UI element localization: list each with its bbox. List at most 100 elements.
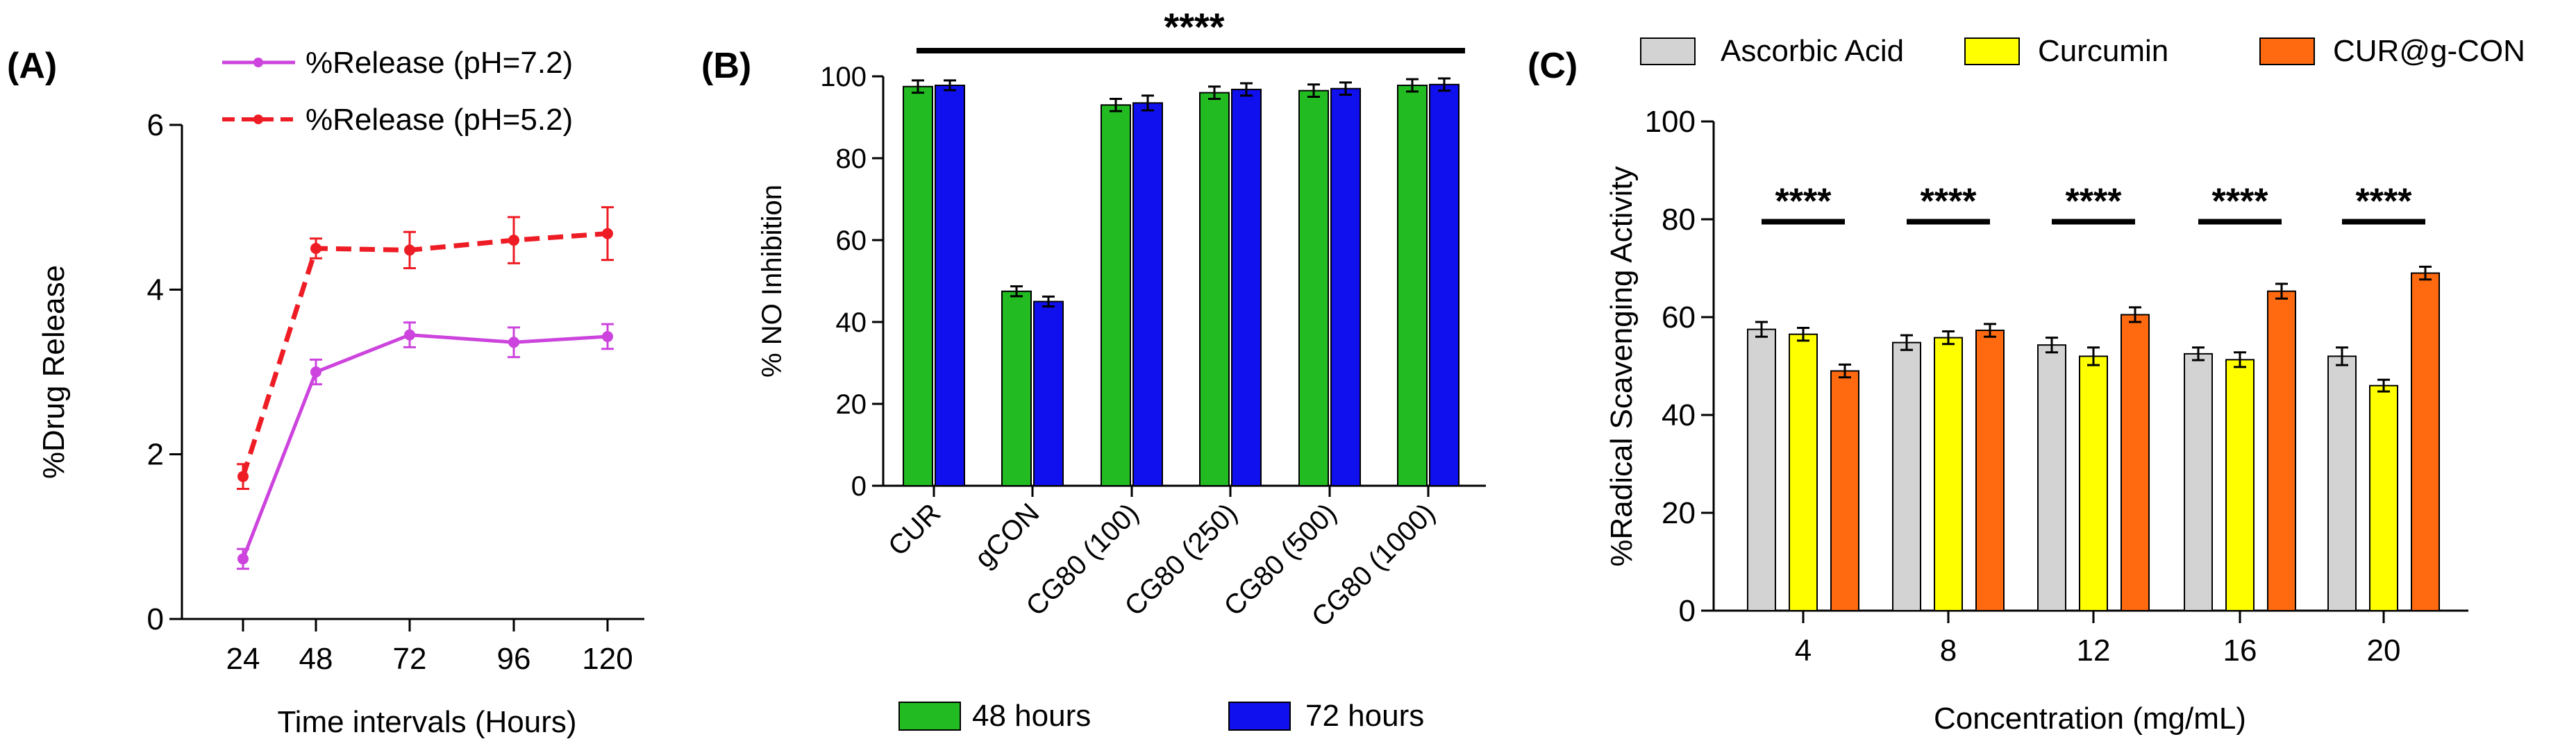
significance-stars: **** [2066, 182, 2123, 222]
bar-72h [1132, 102, 1163, 487]
panel-c-x-tick-label: 4 [1795, 634, 1812, 668]
legend-swatch-ascorbic [1640, 37, 1696, 65]
panel-a-x-ticks: 24 48 72 96 120 [226, 619, 633, 676]
significance-stars: **** [2356, 182, 2413, 222]
data-point [310, 243, 321, 254]
panel-c-x-tick-label: 12 [2077, 634, 2111, 668]
panel-b-y-tick-label: 80 [836, 144, 867, 174]
bar-ascorbic [2184, 353, 2213, 611]
bar-72h [935, 84, 965, 487]
panel-a-label: (A) [7, 46, 57, 86]
panel-c-y-label: %Radical Scavenging Activity [1605, 166, 1639, 566]
bar-curg [2267, 290, 2296, 611]
panel-c: (C) 0 20 40 60 80 100 4 8 12 16 20 **** **** **** **… [1528, 34, 2525, 736]
panel-a-legend: %Release (pH=7.2) %Release (pH=5.2) [222, 46, 573, 137]
bar-curcumin [2369, 384, 2398, 611]
data-point [508, 235, 519, 246]
legend-label-curg: CUR@g-CON [2333, 34, 2525, 68]
data-point [310, 366, 321, 378]
panel-a-y-tick-label: 0 [147, 602, 164, 636]
significance-stars: **** [1921, 182, 1977, 222]
panel-c-y-tick-label: 40 [1662, 398, 1696, 432]
bar-ascorbic [2327, 355, 2357, 612]
panel-c-x-tick-label: 20 [2367, 634, 2401, 668]
legend-label-ph52: %Release (pH=5.2) [306, 103, 573, 137]
data-point [404, 244, 415, 256]
panel-a-x-tick-label: 48 [299, 642, 333, 676]
legend-swatch-curcumin [1964, 37, 2020, 65]
panel-a-y-tick-label: 4 [147, 273, 164, 307]
significance-stars: **** [2212, 182, 2269, 222]
panel-a-x-tick-label: 24 [226, 642, 260, 676]
bar-48h [903, 85, 933, 486]
panel-a-x-tick-label: 96 [497, 642, 531, 676]
data-point [602, 330, 613, 342]
bar-72h [1033, 300, 1064, 486]
panel-b-y-tick-label: 40 [836, 307, 867, 338]
data-point [404, 329, 415, 341]
legend-swatch-curg [2259, 37, 2315, 65]
data-point [508, 337, 519, 348]
bar-48h [1101, 104, 1131, 487]
panel-b-y-tick-label: 60 [836, 226, 867, 256]
panel-b-x-tick-label: gCON [969, 498, 1046, 574]
panel-b-y-ticks: 0 20 40 60 80 100 [820, 62, 883, 502]
panel-c-y-tick-label: 20 [1662, 496, 1696, 530]
panel-b-x-tick-label: CUR [883, 498, 946, 561]
bar-curg [1975, 330, 2005, 611]
bar-72h [1429, 83, 1460, 487]
bar-ascorbic [2037, 344, 2066, 611]
bar-curcumin [1934, 337, 1963, 611]
bar-curg [2121, 314, 2150, 611]
bar-72h [1231, 88, 1262, 486]
bar-curcumin [2079, 355, 2108, 612]
bar-curg [1830, 370, 1859, 611]
panel-b-y-tick-label: 100 [820, 62, 867, 92]
panel-a-x-tick-label: 72 [393, 642, 427, 676]
bar-48h [1298, 90, 1329, 486]
panel-c-label: (C) [1528, 46, 1578, 86]
panel-b-y-label: % NO Inhibition [757, 185, 787, 378]
panel-a-x-label: Time intervals (Hours) [277, 705, 576, 739]
panel-b-bars [903, 77, 1460, 487]
bar-ascorbic [1892, 341, 1921, 611]
bar-ascorbic [1747, 328, 1776, 611]
panel-c-x-tick-label: 8 [1940, 634, 1957, 668]
legend-label-48h: 48 hours [972, 699, 1091, 733]
panel-c-legend: Ascorbic Acid Curcumin CUR@g-CON [1640, 34, 2525, 68]
panel-c-x-tick-label: 16 [2223, 634, 2257, 668]
legend-label-ascorbic: Ascorbic Acid [1721, 34, 1904, 68]
panel-b-y-tick-label: 20 [836, 389, 867, 420]
panel-c-y-tick-label: 60 [1662, 300, 1696, 334]
panel-c-x-ticks: 4 8 12 16 20 [1795, 611, 2401, 668]
series-line-ph72 [241, 333, 608, 560]
bar-72h [1330, 87, 1361, 486]
data-point [237, 470, 249, 482]
panel-c-bars [1747, 265, 2440, 612]
data-point [237, 553, 249, 565]
legend-marker-ph52 [253, 114, 263, 124]
legend-label-curcumin: Curcumin [2038, 34, 2168, 68]
legend-swatch-48h [898, 702, 961, 731]
panel-a: (A) 0 24 6 24 48 72 96 120 Time intervals (Hou… [7, 46, 644, 739]
panel-b-y-tick-label: 0 [851, 471, 867, 502]
panel-c-x-label: Concentration (mg/mL) [1934, 702, 2246, 736]
panel-a-y-label: %Drug Release [37, 265, 71, 479]
data-point [602, 228, 613, 239]
bar-48h [1199, 92, 1230, 487]
legend-swatch-72h [1228, 702, 1291, 731]
panel-a-y-tick-label: 6 [147, 108, 164, 142]
legend-label-72h: 72 hours [1305, 699, 1424, 733]
panel-a-x-tick-label: 120 [582, 642, 633, 676]
bar-curg [2411, 272, 2440, 611]
panel-a-y-ticks: 0 2 4 6 [147, 108, 182, 636]
panel-c-y-tick-label: 80 [1662, 203, 1696, 237]
panel-c-y-tick-label: 100 [1645, 105, 1696, 139]
panel-c-y-tick-label: 0 [1679, 594, 1696, 628]
bar-48h [1397, 84, 1428, 487]
bar-curcumin [2225, 359, 2255, 612]
legend-marker-ph72 [253, 58, 263, 67]
